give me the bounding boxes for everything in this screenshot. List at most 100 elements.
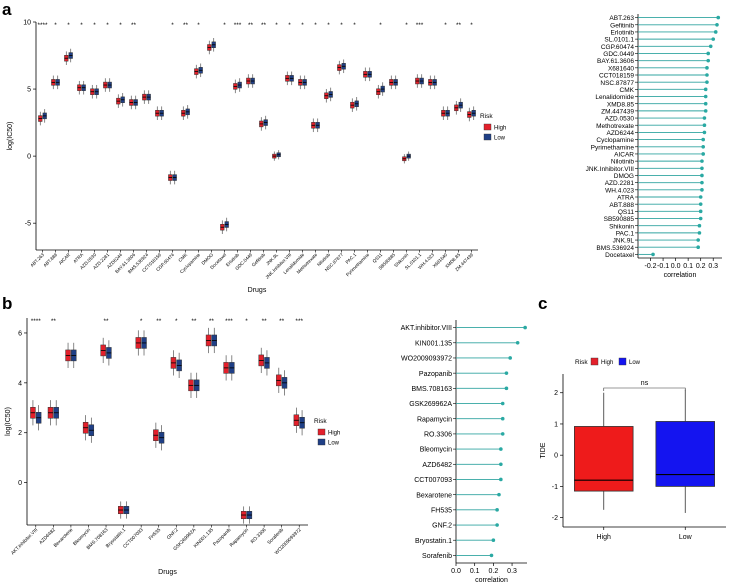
panel-a-label: a [2,0,12,19]
lollipop-point [499,462,503,467]
lollipop-point [504,371,509,375]
significance-label: * [223,22,226,29]
y-tick-label: BMS.536924 [596,245,634,252]
lollipop-point [697,223,702,228]
y-axis-title: log(IC50) [5,407,12,436]
lollipop-point [715,22,719,27]
significance-label: * [175,318,178,325]
panel-b-boxplot: 0246log(IC50)Drugs****AKT.inhibitor.VIII… [5,318,340,576]
significance-label: * [275,22,278,29]
x-tick-label: 0.1 [470,568,480,575]
x-tick-label: RO.3306 [250,527,268,545]
x-tick-label: QS11 [372,252,384,264]
y-tick-label: AZD.2281 [605,180,635,187]
y-tick-label: Methotrexate [596,123,634,130]
x-tick-label: Bexarotene [53,527,75,549]
lollipop-point [698,202,703,206]
y-tick-label: Bryostatin.1 [415,538,452,545]
x-tick-label: AZD6482 [38,527,57,546]
legend-swatch-low [317,438,326,446]
legend-swatch-high [590,357,599,366]
x-tick-label: CMK [177,252,188,263]
y-tick-label: 0 [27,154,31,161]
lollipop-point [705,80,709,84]
y-tick-label: 2 [554,390,558,397]
lollipop-point [702,116,707,120]
y-tick-label: KIN001.135 [415,340,452,347]
significance-label: ns [641,380,649,387]
y-tick-label: RO.3306 [424,432,452,439]
lollipop-point [702,123,707,128]
y-tick-label: AZD.0530 [605,116,635,123]
lollipop-point [706,51,711,56]
x-tick-label: AICAR [58,252,72,266]
lollipop-point [696,238,700,242]
significance-label: * [197,22,200,29]
significance-label: ** [156,318,162,325]
y-tick-label: CCT007093 [414,477,452,484]
y-tick-label: ZM.447439 [601,108,634,115]
lollipop-point [698,195,703,199]
legend-title: Risk [480,113,493,120]
significance-label: * [67,22,70,29]
legend-label-high: High [601,360,613,366]
y-tick-label: CGP.60474 [601,44,635,51]
y-tick-label: WO2009093972 [401,356,452,363]
legend-swatch-high [483,123,492,131]
panel-c-label: c [538,294,547,313]
lollipop-point [495,523,499,527]
legend-label-low: Low [328,441,340,447]
significance-label: * [288,22,291,29]
y-tick-label: 10 [23,20,31,27]
lollipop-point [701,137,705,142]
y-tick-label: Pyrimethamine [591,144,635,151]
x-tick-label: Sorafenib [266,527,285,546]
significance-label: * [106,22,109,29]
lollipop-point [703,101,708,106]
y-tick-label: AKT.inhibitor.VIII [401,325,452,332]
x-tick-label: ABT.888 [42,252,58,268]
x-tick-label: 0.0 [451,568,461,575]
y-tick-label: Nilotinib [611,159,635,166]
y-tick-label: 1 [554,421,558,428]
lollipop-point [491,538,496,543]
y-tick-label: Bexarotene [416,492,452,499]
x-tick-label: Gefitinib [251,252,267,268]
y-tick-label: AICAR [614,152,634,159]
y-tick-label: Pazopanib [419,371,452,378]
y-tick-label: AZD6482 [422,462,452,469]
significance-label: ** [262,318,268,325]
lollipop-point [716,15,721,20]
lollipop-point [700,173,704,178]
y-tick-label: GSK269962A [409,401,452,408]
box-high [574,426,634,492]
significance-label: * [54,22,57,29]
y-tick-label: Erlotinib [611,30,635,37]
lollipop-point [702,130,707,135]
lollipop-point [700,188,704,192]
lollipop-point [700,159,704,163]
significance-label: *** [416,22,424,29]
y-tick-label: Cyclopamine [596,137,634,144]
x-tick-label: 0.3 [507,568,517,575]
y-tick-label: FH535 [431,507,452,514]
lollipop-point [504,386,509,391]
y-tick-label: Docetaxel [605,252,634,259]
y-tick-label: GNF.2 [432,523,452,530]
significance-label: *** [295,318,303,325]
x-tick-label: -0.2 [645,263,657,270]
y-tick-label: QS11 [618,209,635,216]
significance-label: ** [261,22,267,29]
panel-b-label: b [2,294,12,313]
y-tick-label: 0 [554,453,558,460]
significance-label: * [140,318,143,325]
significance-label: * [340,22,343,29]
y-tick-label: ABT.263 [609,15,634,22]
legend-swatch-low [618,357,627,366]
significance-label: *** [234,22,242,29]
lollipop-point [698,216,703,221]
significance-label: ** [209,318,215,325]
lollipop-point [703,109,708,113]
x-tick-label: 0.2 [489,568,499,575]
significance-label: **** [37,22,48,29]
